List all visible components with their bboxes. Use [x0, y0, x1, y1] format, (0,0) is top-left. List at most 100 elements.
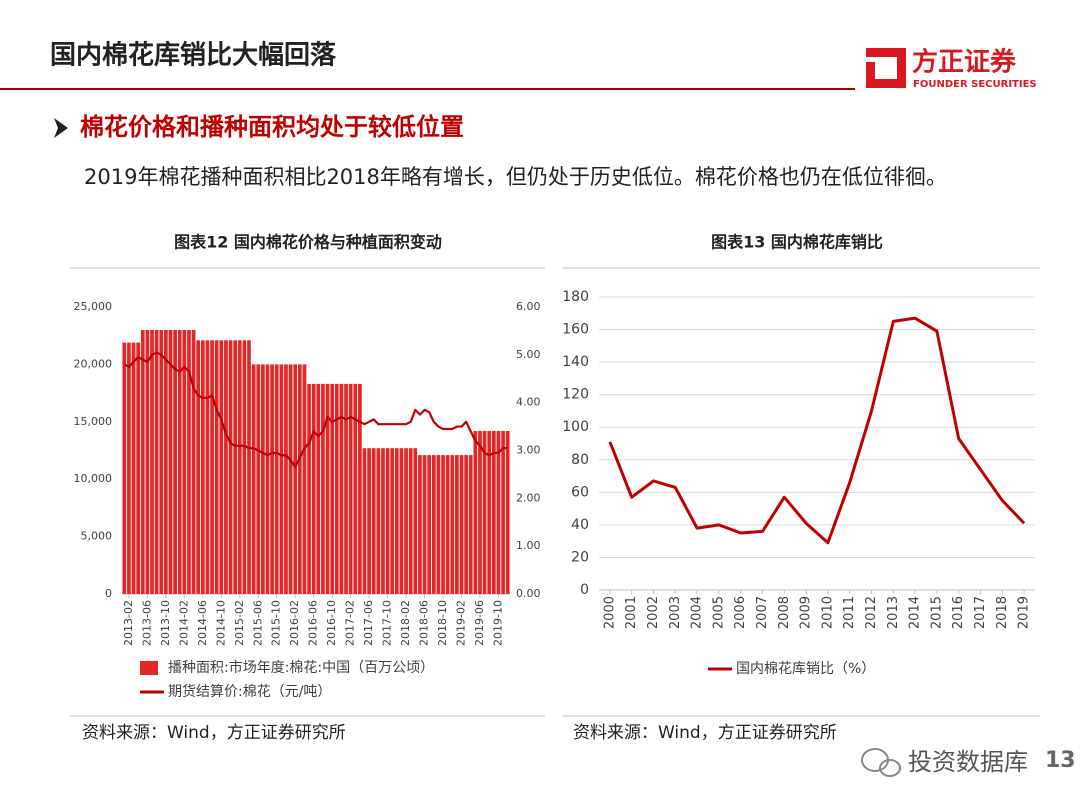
bar — [478, 430, 482, 594]
bar — [381, 448, 385, 594]
x-tick-label: 2017-06 — [362, 600, 375, 646]
y-tick-label: 120 — [562, 387, 589, 403]
y-tick-label: 140 — [562, 354, 589, 370]
bar — [362, 448, 367, 594]
x-tick-label: 2008 — [777, 596, 792, 629]
y-tick-label: 80 — [571, 452, 589, 468]
x-tick-label: 2014-06 — [196, 600, 209, 646]
bar — [145, 329, 150, 594]
x-tick-label: 2017 — [973, 596, 988, 629]
line — [123, 351, 508, 469]
bar — [293, 364, 298, 594]
x-tick-label: 2016-06 — [307, 600, 320, 646]
logo-cn: 方正证券 — [912, 47, 1017, 78]
logo-en: FOUNDER SECURITIES — [913, 79, 1037, 90]
x-tick-label: 2015-06 — [251, 600, 264, 646]
bar — [274, 364, 279, 594]
y-tick-label: 0 — [105, 587, 112, 600]
x-tick-label: 2018-06 — [418, 600, 431, 646]
bar — [154, 329, 159, 594]
bullet-heading: 棉花价格和播种面积均处于较低位置 — [80, 113, 464, 141]
x-tick-label: 2019 — [1017, 596, 1032, 629]
bar — [302, 364, 307, 594]
bar — [505, 430, 510, 594]
bar — [307, 383, 311, 594]
x-tick-label: 2010 — [820, 596, 835, 629]
slide-title: 国内棉花库销比大幅回落 — [50, 41, 337, 71]
bar — [408, 448, 413, 594]
watermark-text: 投资数据库 — [908, 748, 1028, 776]
bar — [316, 383, 321, 594]
bar — [256, 364, 261, 594]
bar — [431, 455, 436, 594]
bar — [140, 329, 145, 594]
y-tick-label: 20 — [571, 549, 589, 565]
bar — [330, 383, 335, 594]
x-tick-label: 2016-10 — [325, 600, 338, 646]
y2-tick-label: 4.00 — [516, 396, 541, 409]
bar — [321, 383, 325, 594]
bar — [371, 448, 376, 594]
legend-label: 播种面积:市场年度:棉花:中国（百万公顷） — [168, 659, 434, 676]
chart: 0 5,000 10,000 15,000 20,000 25,000 0.00 1.00 2.… — [74, 300, 541, 700]
y-tick-label: 20,000 — [74, 357, 113, 370]
bar — [358, 383, 362, 594]
x-tick-label: 2007 — [755, 596, 770, 629]
chart: 0 20 40 60 80 100 120 140 160 180 2000 2001 2002 2003… — [562, 289, 1035, 677]
bar — [261, 364, 265, 594]
x-tick-label: 2004 — [690, 596, 705, 629]
bar — [200, 340, 205, 594]
y2-tick-label: 3.00 — [516, 444, 541, 457]
bar — [339, 383, 344, 594]
y-tick-label: 40 — [571, 517, 589, 533]
bar — [441, 455, 445, 594]
x-tick-label: 2013-10 — [159, 600, 172, 646]
y-tick-label: 25,000 — [74, 300, 113, 313]
bar — [385, 448, 390, 594]
bar — [182, 329, 187, 594]
x-tick-label: 2018-02 — [399, 600, 412, 646]
bar — [348, 383, 353, 594]
bar — [131, 342, 136, 594]
x-tick-label: 2009 — [799, 596, 814, 629]
x-tick-label: 2016 — [951, 596, 966, 629]
x-tick-label: 2017-02 — [344, 600, 357, 646]
bar — [394, 448, 399, 594]
bar — [233, 340, 238, 594]
x-tick-label: 2017-10 — [381, 600, 394, 646]
x-tick-label: 2015 — [929, 596, 944, 629]
bar — [187, 329, 191, 594]
x-tick-label: 2012 — [864, 596, 879, 629]
x-tick-label: 2018 — [995, 596, 1010, 629]
x-tick-label: 2006 — [733, 596, 748, 629]
x-tick-label: 2014-10 — [214, 600, 227, 646]
bar — [473, 430, 478, 594]
source-note: 资料来源：Wind，方正证券研究所 — [573, 723, 837, 743]
x-tick-label: 2014 — [908, 596, 923, 629]
bullet-arrow — [54, 118, 68, 138]
bar — [334, 383, 339, 594]
y-tick-label: 5,000 — [81, 530, 113, 543]
x-tick-label: 2001 — [624, 596, 639, 629]
bar — [482, 430, 487, 594]
logo-mark — [866, 48, 906, 88]
bar — [468, 455, 473, 594]
bar — [127, 342, 131, 594]
bar — [288, 364, 293, 594]
logo: 方正证券 FOUNDER SECURITIES — [866, 47, 1037, 90]
y2-tick-label: 5.00 — [516, 348, 541, 361]
bar — [491, 430, 496, 594]
legend-label: 期货结算价:棉花（元/吨） — [168, 683, 331, 700]
y2-tick-label: 0.00 — [516, 587, 541, 600]
bar — [205, 340, 210, 594]
x-tick-label: 2015-02 — [233, 600, 246, 646]
bar — [353, 383, 358, 594]
y-tick-label: 15,000 — [74, 415, 113, 428]
bar — [436, 455, 441, 594]
paragraph: 2019年棉花播种面积相比2018年略有增长，但仍处于历史低位。棉花价格也仍在低… — [84, 165, 947, 189]
x-tick-label: 2002 — [646, 596, 661, 629]
bar — [455, 455, 459, 594]
bar — [404, 448, 408, 594]
y2-tick-label: 2.00 — [516, 491, 541, 504]
bar — [214, 340, 219, 594]
